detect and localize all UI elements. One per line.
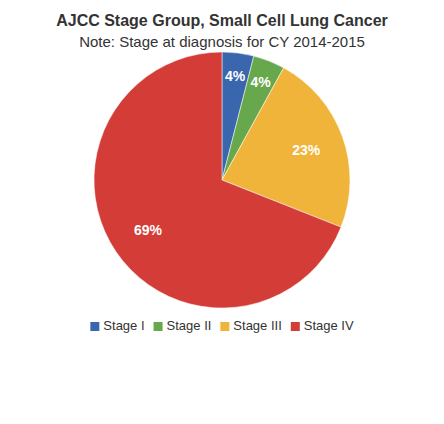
legend-label: Stage I xyxy=(103,318,144,333)
subtitle: Note: Stage at diagnosis for CY 2014-201… xyxy=(79,33,365,50)
data-label: 69% xyxy=(134,222,163,238)
legend-swatch xyxy=(220,322,229,331)
data-label: 4% xyxy=(251,74,272,90)
data-label: 4% xyxy=(225,68,246,84)
pie-slice xyxy=(94,52,341,308)
chart: AJCC Stage Group, Small Cell Lung Cancer… xyxy=(0,0,444,424)
data-labels: 4% 4% 23% 69% xyxy=(134,68,321,238)
legend-swatch xyxy=(154,322,163,331)
legend-swatch xyxy=(291,322,300,331)
legend-item: Stage II xyxy=(154,318,212,333)
title: AJCC Stage Group, Small Cell Lung Cancer xyxy=(56,12,388,29)
legend-item: Stage IV xyxy=(291,318,354,333)
legend-label: Stage III xyxy=(233,318,281,333)
legend-swatch xyxy=(90,322,99,331)
legend-label: Stage IV xyxy=(304,318,354,333)
legend-label: Stage II xyxy=(167,318,212,333)
pie xyxy=(94,52,350,308)
legend: Stage I Stage II Stage III Stage IV xyxy=(90,318,354,333)
legend-item: Stage III xyxy=(220,318,281,333)
data-label: 23% xyxy=(292,142,321,158)
legend-item: Stage I xyxy=(90,318,144,333)
